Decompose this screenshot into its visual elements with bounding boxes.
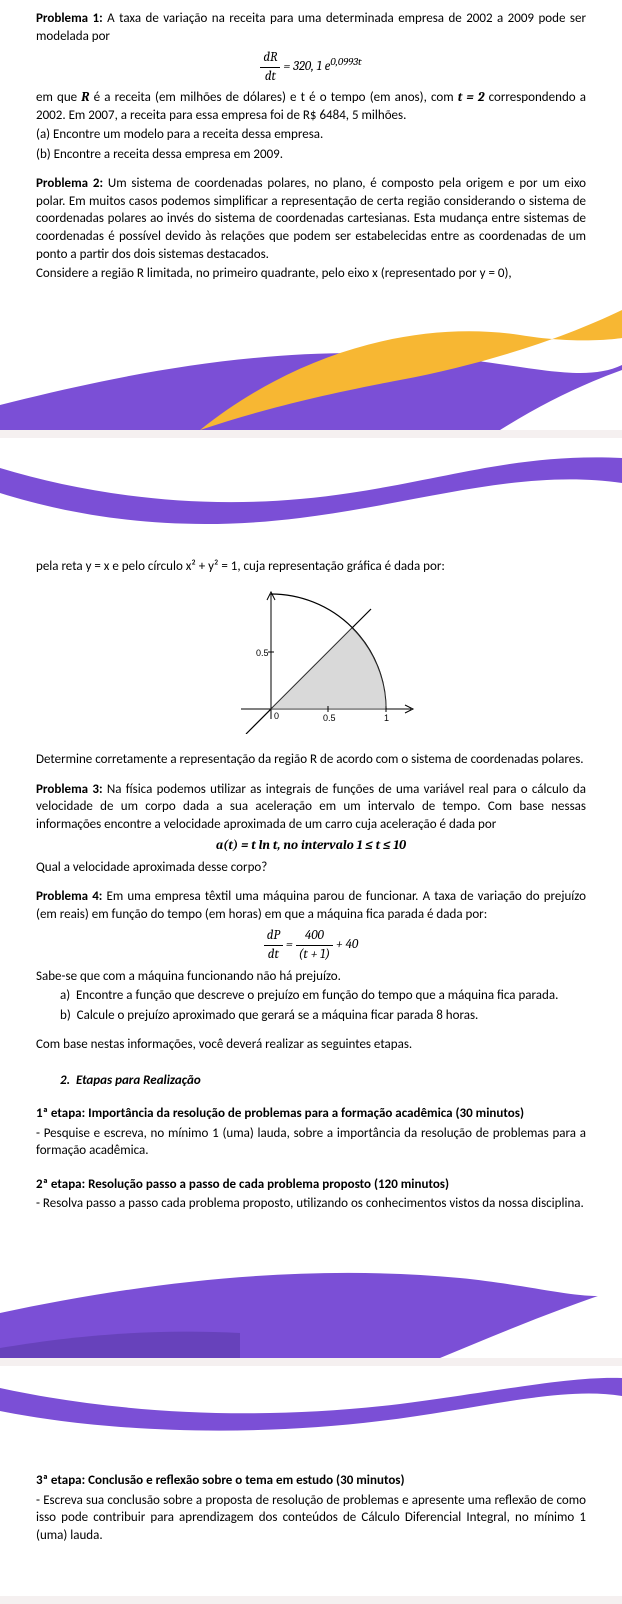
page-3-header-decoration [0, 1366, 622, 1446]
problem-4-b: b) Calcule o prejuízo aproximado que ger… [60, 1007, 586, 1025]
problem-1-desc: em que R é a receita (em milhões de dóla… [36, 89, 586, 124]
problem-2-determine: Determine corretamente a representação d… [36, 751, 586, 769]
page-1: Problema 1: A taxa de variação na receit… [0, 0, 622, 430]
problem-1-intro: A taxa de variação na receita para uma d… [36, 11, 586, 44]
problem-3-question: Qual a velocidade aproximada desse corpo… [36, 859, 586, 877]
problem-1-b: (b) Encontre a receita dessa empresa em … [36, 146, 586, 164]
problem-4-sabe: Sabe-se que com a máquina funcionando nã… [36, 968, 586, 986]
etapa-2-text: - Resolva passo a passo cada problema pr… [36, 1195, 586, 1213]
combase: Com base nestas informações, você deverá… [36, 1036, 586, 1054]
problem-4-formula: dP dt = 400 (t + 1) + 40 [36, 927, 586, 963]
page-2-footer-decoration [0, 1238, 622, 1358]
problem-2-cont: pela reta y = x e pelo círculo x² + y² =… [36, 558, 586, 576]
etapa-1-text: - Pesquise e escreva, no mínimo 1 (uma) … [36, 1125, 586, 1160]
problem-4-a: a) Encontre a função que descreve o prej… [60, 987, 586, 1005]
problem-3-title: Problema 3: [36, 782, 103, 797]
section-2-title: 2. Etapas para Realização [60, 1072, 586, 1090]
problem-2-title: Problema 2: [36, 176, 103, 191]
page-3: 3ª etapa: Conclusão e reflexão sobre o t… [0, 1366, 622, 1596]
problem-1-formula: dR dt = 320, 1 e0,0993t [36, 49, 586, 85]
problem-4: Problema 4: Em uma empresa têxtil uma má… [36, 888, 586, 923]
page-2-header-decoration [0, 438, 622, 548]
graph-y-tick: 0.5 [256, 648, 269, 658]
problem-1-a: (a) Encontre um modelo para a receita de… [36, 126, 586, 144]
page-2-content: pela reta y = x e pelo círculo x² + y² =… [0, 548, 622, 1213]
region-graph: 0.5 0.5 0 1 [36, 584, 586, 740]
problem-4-title: Problema 4: [36, 889, 102, 904]
problem-1: Problema 1: A taxa de variação na receit… [36, 10, 586, 45]
problem-4-intro: Em uma empresa têxtil uma máquina parou … [36, 889, 586, 922]
etapa-2-title: 2ª etapa: Resolução passo a passo de cad… [36, 1176, 586, 1194]
problem-2: Problema 2: Um sistema de coordenadas po… [36, 175, 586, 263]
problem-1-title: Problema 1: [36, 11, 103, 26]
page-1-footer-decoration [0, 310, 622, 430]
problem-3-intro: Na física podemos utilizar as integrais … [36, 782, 586, 832]
etapa-3-title: 3ª etapa: Conclusão e reflexão sobre o t… [36, 1472, 586, 1490]
problem-2-consider: Considere a região R limitada, no primei… [36, 265, 586, 283]
page-3-content: 3ª etapa: Conclusão e reflexão sobre o t… [0, 1446, 622, 1544]
graph-x-1: 1 [384, 713, 389, 723]
problem-2-intro: Um sistema de coordenadas polares, no pl… [36, 176, 586, 261]
page-2: pela reta y = x e pelo círculo x² + y² =… [0, 438, 622, 1358]
etapa-3-text: - Escreva sua conclusão sobre a proposta… [36, 1492, 586, 1545]
problem-3-formula: a(t) = t ln t, no intervalo 1 ≤ t ≤ 10 [36, 837, 586, 855]
page-1-content: Problema 1: A taxa de variação na receit… [0, 0, 622, 283]
problem-3: Problema 3: Na física podemos utilizar a… [36, 781, 586, 834]
graph-x-tick: 0.5 [323, 713, 336, 723]
etapa-1-title: 1ª etapa: Importância da resolução de pr… [36, 1105, 586, 1123]
graph-origin: 0 [274, 711, 279, 721]
